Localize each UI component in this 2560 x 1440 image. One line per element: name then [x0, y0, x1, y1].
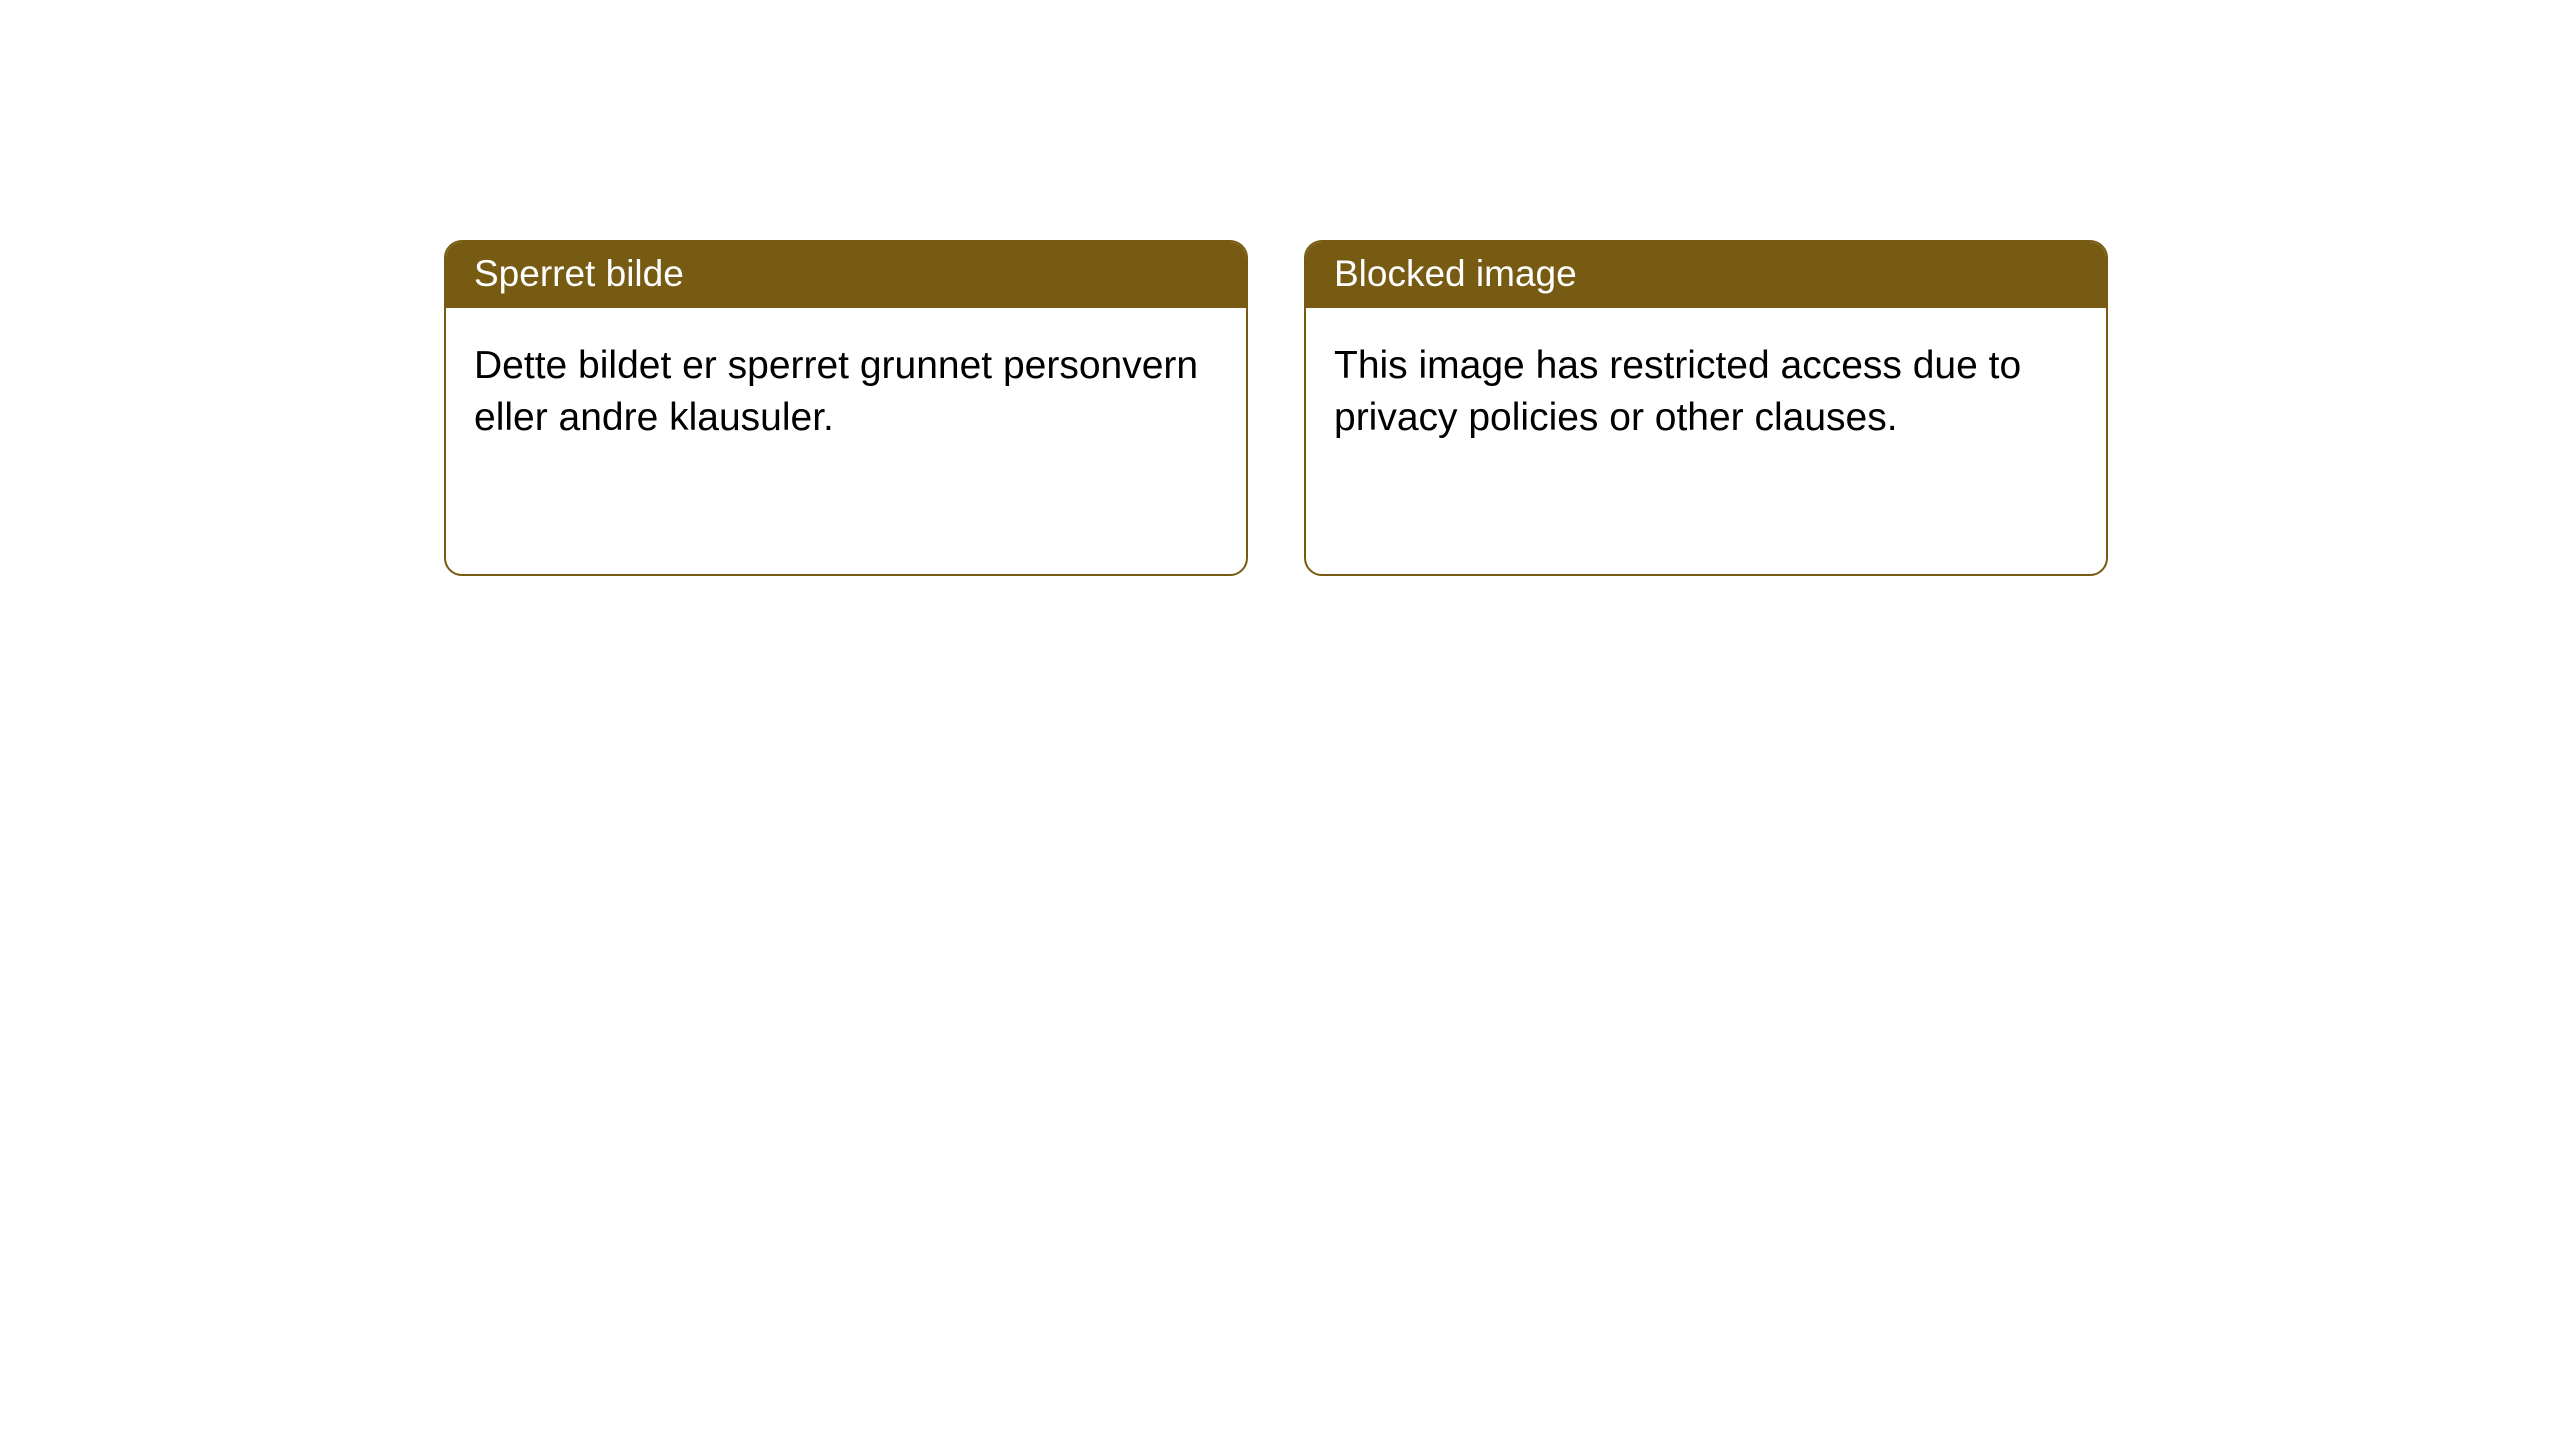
notice-container: Sperret bilde Dette bildet er sperret gr… — [0, 0, 2560, 576]
notice-title: Blocked image — [1306, 242, 2106, 308]
notice-card-norwegian: Sperret bilde Dette bildet er sperret gr… — [444, 240, 1248, 576]
notice-body: This image has restricted access due to … — [1306, 308, 2106, 475]
notice-body: Dette bildet er sperret grunnet personve… — [446, 308, 1246, 475]
notice-card-english: Blocked image This image has restricted … — [1304, 240, 2108, 576]
notice-title: Sperret bilde — [446, 242, 1246, 308]
